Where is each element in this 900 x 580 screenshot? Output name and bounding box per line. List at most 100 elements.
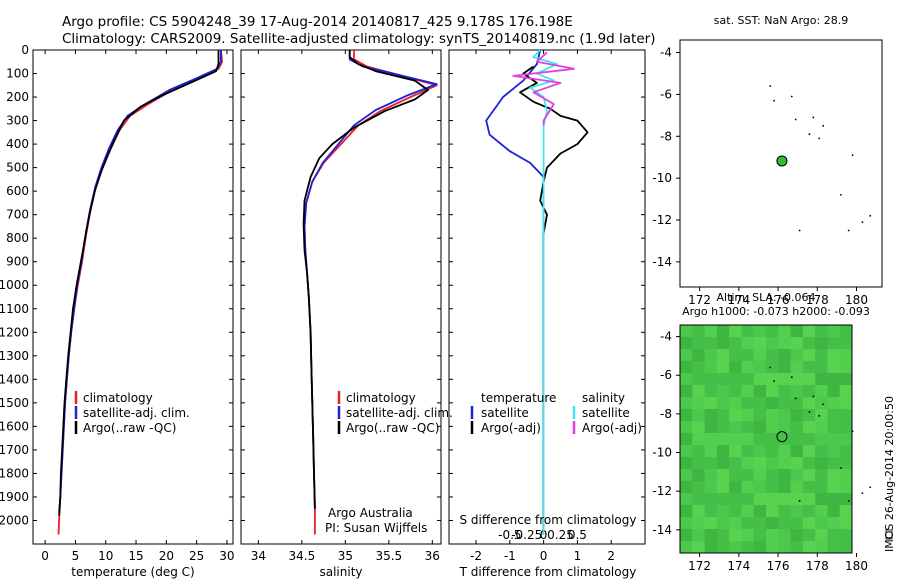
sla-cell	[692, 469, 706, 482]
temperature-legend-satellite: satellite-adj. clim.	[83, 406, 190, 420]
depth-tick-label: 1000	[0, 278, 29, 292]
sla-cell	[680, 397, 693, 410]
depth-tick-label: 800	[6, 231, 29, 245]
map-y-tick-label: -8	[660, 407, 672, 421]
sla-cell	[766, 433, 779, 446]
sla-cell	[802, 481, 816, 494]
sla-cell	[827, 505, 841, 518]
sla-cell	[692, 373, 706, 386]
sla-cell	[778, 361, 792, 374]
sla-cell	[766, 385, 779, 398]
sla-cell	[827, 337, 841, 350]
sla-cell	[729, 457, 742, 470]
x-tick-label: 25	[189, 549, 204, 563]
sla-cell	[680, 373, 693, 386]
sla-cell	[680, 409, 693, 422]
sla-cell	[680, 325, 693, 338]
sla-cell	[680, 433, 693, 446]
depth-tick-label: 500	[6, 161, 29, 175]
sla-cell	[729, 505, 742, 518]
profile-series	[57, 49, 589, 535]
sla-cell	[766, 409, 779, 422]
sla-cell	[839, 373, 853, 386]
sla-cell	[790, 361, 804, 374]
sla-cell	[790, 337, 804, 350]
sla-cell	[680, 421, 693, 434]
sla-cell	[729, 421, 742, 434]
island-point	[790, 95, 793, 98]
island-point	[851, 154, 854, 157]
depth-tick-label: 200	[6, 90, 29, 104]
sla-cell	[741, 529, 755, 542]
island-point	[769, 366, 772, 369]
sla-cell	[815, 385, 828, 398]
sla-cell	[790, 409, 804, 422]
sla-cell	[741, 385, 755, 398]
sla-cell	[729, 385, 742, 398]
sla-cell	[741, 505, 755, 518]
difference-s-xlabel: S difference from climatology	[460, 513, 637, 527]
sla-cell	[692, 349, 706, 362]
sla-cell	[704, 469, 718, 482]
sla-cell	[753, 397, 767, 410]
sla-cell	[716, 349, 730, 362]
sla-cell	[839, 349, 853, 362]
map-x-tick-label: 176	[767, 293, 790, 307]
sla-cell	[741, 337, 755, 350]
argo-position-marker	[776, 431, 788, 443]
sla-cell	[729, 529, 742, 542]
sla-cell	[680, 541, 693, 554]
sla-cell	[753, 541, 767, 554]
island-point	[861, 221, 864, 224]
map-y-tick-label: -6	[660, 87, 672, 101]
sst-map-frame	[679, 39, 883, 288]
sla-cell	[704, 505, 718, 518]
map-x-tick-label: 178	[806, 293, 829, 307]
sla-cell	[827, 529, 841, 542]
sla-cell	[790, 421, 804, 434]
sla-cell	[741, 349, 755, 362]
sla-map-subtitle: Argo h1000: -0.073 h2000: -0.093	[682, 305, 870, 318]
island-point	[822, 403, 825, 406]
sla-cell	[704, 541, 718, 554]
sla-cell	[802, 433, 816, 446]
sla-cell	[729, 493, 742, 506]
sla-cell	[839, 385, 853, 398]
depth-tick-label: 1500	[0, 396, 29, 410]
map-markers	[769, 85, 893, 540]
sla-cell	[766, 517, 779, 530]
sla-cell	[778, 529, 792, 542]
sla-cell	[704, 325, 718, 338]
sla-cell	[815, 433, 828, 446]
s-tick-label: 0	[540, 528, 548, 542]
depth-tick-label: 1900	[0, 490, 29, 504]
sla-cell	[790, 325, 804, 338]
map-x-tick-label: 180	[845, 293, 868, 307]
sla-cell	[802, 349, 816, 362]
sla-cell	[778, 337, 792, 350]
map-x-tick-label: 176	[767, 559, 790, 573]
sla-cell	[815, 397, 828, 410]
sla-cell	[729, 325, 742, 338]
sla-cell	[839, 493, 853, 506]
depth-tick-label: 100	[6, 67, 29, 81]
sla-cell	[692, 493, 706, 506]
sla-cell	[839, 517, 853, 530]
series-line	[519, 65, 589, 535]
sla-cell	[766, 529, 779, 542]
sla-heatmap	[679, 324, 853, 554]
sla-cell	[839, 541, 853, 554]
sla-cell	[802, 469, 816, 482]
map-y-tick-label: -10	[652, 446, 672, 460]
sla-cell	[766, 361, 779, 374]
sla-cell	[753, 325, 767, 338]
island-point	[769, 85, 772, 87]
sla-cell	[716, 493, 730, 506]
argo-position-marker	[776, 155, 788, 167]
salinity-panel-frame	[240, 49, 442, 545]
sla-cell	[753, 493, 767, 506]
salinity-legend-satellite: satellite-adj. clim.	[346, 406, 453, 420]
map-x-tick-label: 178	[806, 559, 829, 573]
sla-cell	[839, 469, 853, 482]
